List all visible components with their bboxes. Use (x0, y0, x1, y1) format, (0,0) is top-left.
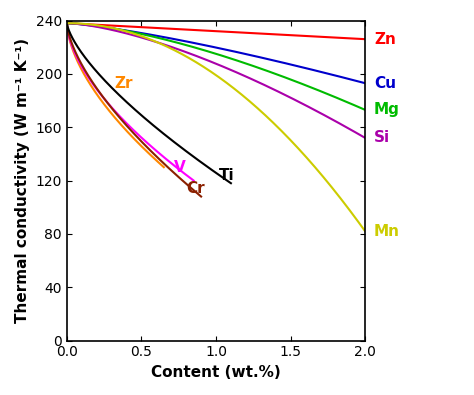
Text: Mg: Mg (374, 102, 400, 117)
Text: Ti: Ti (219, 168, 235, 183)
Text: V: V (174, 160, 186, 175)
Text: Zn: Zn (374, 32, 396, 47)
X-axis label: Content (wt.%): Content (wt.%) (151, 365, 281, 380)
Text: Si: Si (374, 130, 390, 145)
Text: Cu: Cu (374, 76, 396, 91)
Text: Zr: Zr (115, 76, 133, 91)
Text: Mn: Mn (374, 224, 400, 239)
Text: Cr: Cr (186, 181, 205, 196)
Y-axis label: Thermal conductivity (W m⁻¹ K⁻¹): Thermal conductivity (W m⁻¹ K⁻¹) (15, 38, 30, 323)
